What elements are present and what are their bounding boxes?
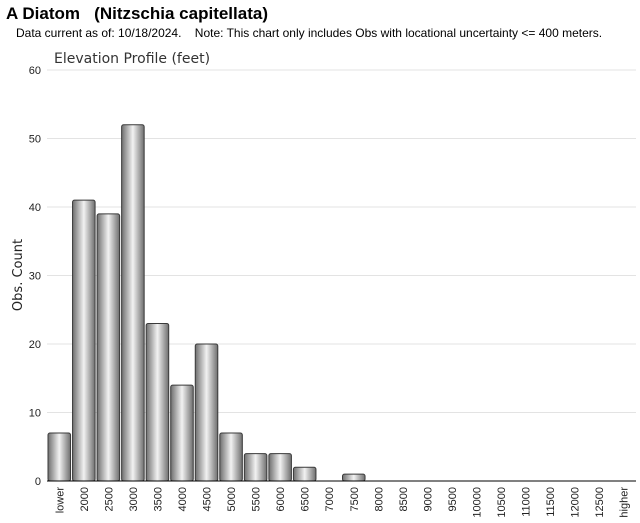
x-tick-label: 9500 <box>447 487 459 511</box>
x-tick-label: 7500 <box>349 487 361 511</box>
x-tick-label: 12500 <box>594 487 606 518</box>
x-tick-label: 8500 <box>398 487 410 511</box>
x-tick-label: 3000 <box>128 487 140 511</box>
y-tick-label: 20 <box>29 339 41 351</box>
y-tick-label: 50 <box>29 134 41 146</box>
bar <box>72 199 96 482</box>
bar <box>47 432 72 482</box>
bar <box>194 343 219 482</box>
y-axis-label: Obs. Count <box>11 239 26 311</box>
x-tick-label: 8000 <box>373 487 385 511</box>
x-tick-label: 9000 <box>422 487 434 511</box>
x-tick-label: higher <box>619 487 631 518</box>
bar <box>342 473 366 482</box>
bar <box>96 213 121 482</box>
x-tick-label: 4500 <box>202 487 214 511</box>
x-tick-label: 4000 <box>177 487 189 511</box>
x-tick-label: 5500 <box>251 487 263 511</box>
x-tick-label: 7000 <box>324 487 336 511</box>
bar <box>243 453 268 482</box>
x-tick-label: 10500 <box>496 487 508 518</box>
x-tick-label: 6000 <box>275 487 287 511</box>
x-tick-label: 2000 <box>79 487 91 511</box>
y-tick-label: 60 <box>29 65 41 77</box>
chart-title: Elevation Profile (feet) <box>54 51 210 67</box>
x-tick-label: 3500 <box>152 487 164 511</box>
bar <box>170 384 194 482</box>
bar <box>292 466 317 482</box>
bar <box>145 322 170 482</box>
x-tick-label: 2500 <box>103 487 115 511</box>
y-tick-label: 30 <box>29 271 41 283</box>
bar <box>268 453 292 482</box>
bar <box>219 432 243 482</box>
bar <box>121 124 145 482</box>
x-tick-label: 11000 <box>521 487 533 517</box>
y-tick-label: 0 <box>35 476 41 488</box>
x-tick-label: 5000 <box>226 487 238 511</box>
x-tick-label: 11500 <box>545 487 557 517</box>
page-subtitle: Data current as of: 10/18/2024. Note: Th… <box>16 26 603 40</box>
y-tick-label: 40 <box>29 202 41 214</box>
y-tick-label: 10 <box>29 408 41 420</box>
page-title: A Diatom (Nitzschia capitellata) <box>6 4 268 23</box>
x-tick-label: 6500 <box>300 487 312 511</box>
x-tick-label: lower <box>54 487 66 514</box>
x-tick-label: 10000 <box>471 487 483 518</box>
x-tick-label: 12000 <box>570 487 582 518</box>
